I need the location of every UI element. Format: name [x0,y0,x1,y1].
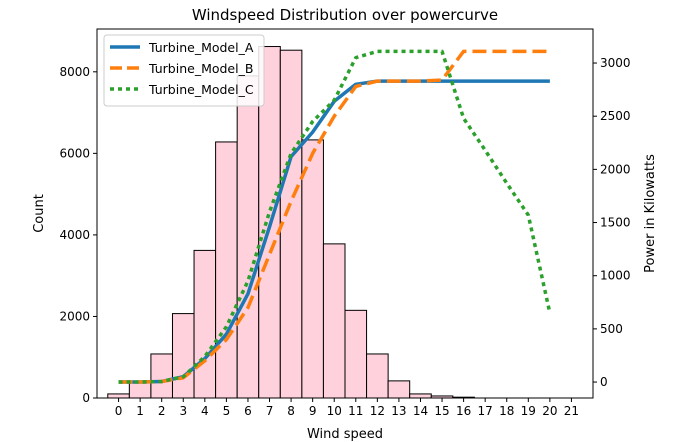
histogram-bar-3 [171,313,195,399]
legend: Turbine_Model_A Turbine_Model_B Turbine_Mo… [103,34,265,107]
y2-tick-label: 500 [600,322,623,336]
legend-entries: Turbine_Model_A Turbine_Model_B Turbine_Mo… [110,40,254,97]
legend-label-2: Turbine_Model_B [148,61,253,76]
x-tick-label: 21 [564,404,579,418]
y-tick-label: 0 [82,391,90,405]
y-tick-label: 6000 [59,146,90,160]
y2-tick-label: 1000 [600,269,631,283]
x-tick-label: 16 [456,404,471,418]
x-tick-label: 8 [287,404,295,418]
plot-frame [96,28,594,399]
x-tick-label: 19 [521,404,536,418]
y2-tick-label: 3000 [600,56,631,70]
y2-axis-label: Power in Kilowatts [643,154,658,273]
histogram-bar-11 [344,309,368,399]
y-axis-left: 0 2000 4000 6000 8000 [59,65,97,405]
x-tick-label: 12 [370,404,385,418]
x-tick-label: 6 [244,404,252,418]
x-tick-label: 1 [136,404,144,418]
chart-title: Windspeed Distribution over powercurve [192,6,498,24]
x-tick-label: 5 [223,404,231,418]
y2-tick-label: 2500 [600,109,631,123]
x-tick-label: 2 [158,404,166,418]
x-tick-label: 15 [434,404,449,418]
x-tick-label: 9 [309,404,317,418]
series-line-2 [118,49,550,384]
x-tick-label: 14 [413,404,428,418]
histogram-bar-2 [150,353,173,399]
x-tick-label: 17 [478,404,493,418]
x-axis: 0 1 2 3 4 5 6 7 8 9 10 11 12 13 14 15 16 17 18 19 20 21 [115,398,579,418]
histogram-bar-0 [107,393,130,399]
legend-box [103,34,265,107]
x-tick-label: 13 [391,404,406,418]
y-axis-right: 0 500 1000 1500 2000 2500 3000 [593,56,631,389]
y-tick-label: 2000 [59,309,90,323]
x-tick-label: 7 [266,404,274,418]
histogram-bar-5 [215,141,238,399]
x-axis-label: Wind speed [307,427,383,442]
y2-tick-label: 1500 [600,216,631,230]
histogram-bar-10 [322,243,346,399]
histogram-bar-4 [193,249,217,399]
histogram-bar-6 [236,75,260,399]
histogram-bar-13 [387,380,411,399]
y-tick-label: 4000 [59,228,90,242]
x-tick-label: 4 [201,404,209,418]
series-line-3 [118,49,552,384]
x-tick-label: 20 [542,404,557,418]
x-tick-label: 10 [327,404,342,418]
x-tick-label: 3 [179,404,187,418]
y-axis-label: Count [32,194,47,233]
power-curves [118,49,552,384]
y2-tick-label: 2000 [600,162,631,176]
x-tick-label: 11 [348,404,363,418]
x-tick-label: 0 [115,404,123,418]
y2-tick-label: 0 [600,375,608,389]
y-tick-label: 8000 [59,65,90,79]
legend-label-3: Turbine_Model_C [148,82,254,97]
histogram-bar-12 [366,353,389,399]
x-tick-label: 18 [499,404,514,418]
histogram-bar-9 [301,139,324,399]
legend-label-1: Turbine_Model_A [148,40,254,55]
histogram-bar-14 [409,393,432,399]
